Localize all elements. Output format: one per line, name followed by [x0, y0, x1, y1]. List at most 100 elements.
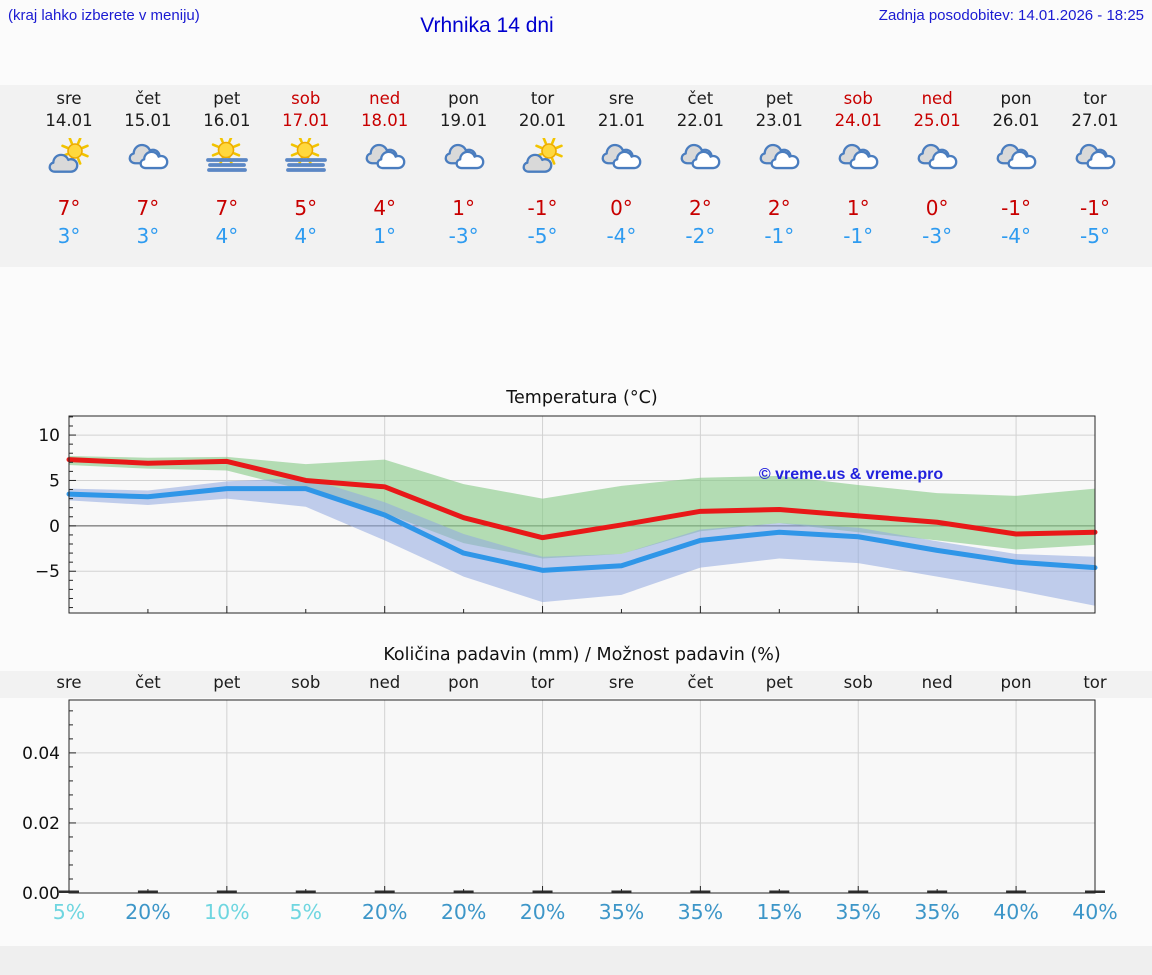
sun-ray — [232, 143, 241, 148]
temperature-chart: 10 5 0 −5 — [35, 415, 1098, 614]
sun-ray — [227, 135, 233, 143]
day-name: pon — [448, 89, 480, 108]
sun-disc — [217, 141, 235, 159]
precip-probability: 20% — [125, 900, 171, 924]
day-tmin: -5° — [527, 224, 558, 248]
day-name: tor — [1083, 89, 1107, 108]
day-column: tor 20.01 -1° -5° — [502, 88, 584, 264]
cloud-shape — [770, 150, 800, 170]
location-hint: (kraj lahko izberete v meniju) — [8, 7, 200, 24]
day-tmax: 2° — [689, 196, 712, 220]
y-tick-label: 5 — [49, 471, 60, 491]
plot-frame — [68, 415, 1096, 614]
cloudy-icon — [602, 143, 642, 170]
watermark: © vreme.us & vreme.pro — [758, 466, 944, 483]
sun-ray — [534, 144, 542, 150]
precip-day-label: pon — [1000, 673, 1032, 692]
sun-ray — [542, 137, 547, 145]
sun-disc — [296, 141, 314, 159]
day-column: sre 21.01 0° -4° — [580, 88, 662, 264]
sun-ray — [290, 143, 298, 148]
cloudy-icon — [444, 143, 484, 170]
precip-day-label: pet — [213, 673, 241, 692]
precip-day-label-row: sre čet pet sob ned pon tor sre čet pet sob ned pon t… — [0, 671, 1152, 698]
day-tmin: 3° — [136, 224, 160, 248]
last-update: Zadnja posodobitev: 14.01.2026 - 18:25 — [878, 7, 1144, 24]
day-tmax: 1° — [452, 196, 475, 220]
day-date: 27.01 — [1071, 111, 1119, 130]
day-icon-slot — [598, 138, 644, 182]
day-name: sob — [843, 89, 873, 108]
day-icon-slot — [204, 135, 250, 182]
cloud-shape — [522, 153, 552, 173]
plot-background — [69, 700, 1095, 893]
day-name: sre — [56, 89, 82, 108]
precip-day-label: pon — [448, 673, 480, 692]
day-tmax: 7° — [57, 196, 81, 220]
sun-ray — [555, 152, 563, 158]
day-name: sob — [291, 89, 321, 108]
day-icon-slot — [677, 138, 723, 182]
y-tick-label: 0.02 — [22, 814, 60, 834]
precipitation-chart: 0.00 0.02 0.04 — [22, 699, 1105, 904]
day-tmax: 0° — [925, 196, 949, 220]
day-name: ned — [369, 89, 401, 108]
precip-day-label: sob — [291, 673, 321, 692]
day-icon-slot — [756, 138, 802, 182]
day-tmax: 7° — [136, 196, 160, 220]
day-tmax: -1° — [527, 196, 558, 220]
cloud-shape — [849, 150, 879, 170]
day-date: 21.01 — [597, 111, 646, 130]
day-date: 15.01 — [124, 111, 172, 130]
precip-probability: 35% — [598, 900, 645, 924]
precip-probability: 5% — [289, 900, 323, 924]
precip-probability: 15% — [756, 900, 803, 924]
day-date: 17.01 — [282, 111, 330, 130]
sun-ray — [298, 135, 303, 143]
sun-ray — [76, 157, 82, 165]
day-date: 16.01 — [203, 111, 251, 130]
day-tmax: 0° — [610, 196, 633, 220]
temp-min-line — [66, 486, 1098, 573]
sun-disc — [67, 143, 83, 159]
precip-probability: 5% — [52, 900, 86, 924]
precip-day-label: sre — [56, 673, 82, 692]
fog-sun-icon — [205, 135, 248, 172]
day-icon-slot — [441, 138, 487, 182]
day-date: 19.01 — [439, 111, 488, 130]
precip-probability-row: 5% 20% 10% 5% 20% 20% 20% 35% 35% 15% 35% 35% 40% 40% — [0, 900, 1152, 932]
day-name: pet — [213, 89, 241, 108]
cloudy-icon — [365, 143, 406, 170]
y-tick-label: 0 — [49, 517, 60, 537]
day-column: pet 16.01 7° 4° — [186, 88, 268, 264]
day-icon-slot — [46, 137, 92, 182]
precip-day-label: čet — [135, 673, 161, 692]
precip-probability: 10% — [204, 900, 250, 924]
sun-ray — [555, 144, 563, 150]
sun-ray — [232, 152, 241, 157]
day-icon-slot — [993, 138, 1039, 182]
cloud-shape — [455, 150, 484, 170]
cloudy-icon — [838, 143, 879, 170]
fog-sun-icon — [284, 135, 327, 172]
day-tmin: 4° — [215, 224, 239, 248]
precip-day-label: tor — [1083, 673, 1107, 692]
precip-probability: 40% — [993, 900, 1039, 924]
day-icon-slot — [835, 138, 881, 182]
day-tmin: -4° — [1001, 224, 1032, 248]
day-name: tor — [530, 89, 555, 108]
day-icon-slot — [362, 138, 408, 182]
precip-probability: 35% — [914, 900, 960, 924]
cloud-shape — [1086, 150, 1116, 170]
precip-probability: 20% — [361, 900, 408, 924]
day-column: pon 19.01 1° -3° — [423, 88, 505, 264]
day-column: pon 26.01 -1° -4° — [975, 88, 1057, 264]
sun-ray — [76, 137, 82, 145]
day-column: tor 27.01 -1° -5° — [1054, 88, 1136, 264]
day-tmax: -1° — [1080, 196, 1110, 220]
day-icon-slot — [520, 137, 566, 182]
cloudy-icon — [996, 143, 1037, 170]
y-tick-label: −5 — [35, 562, 60, 582]
day-date: 26.01 — [992, 111, 1040, 130]
